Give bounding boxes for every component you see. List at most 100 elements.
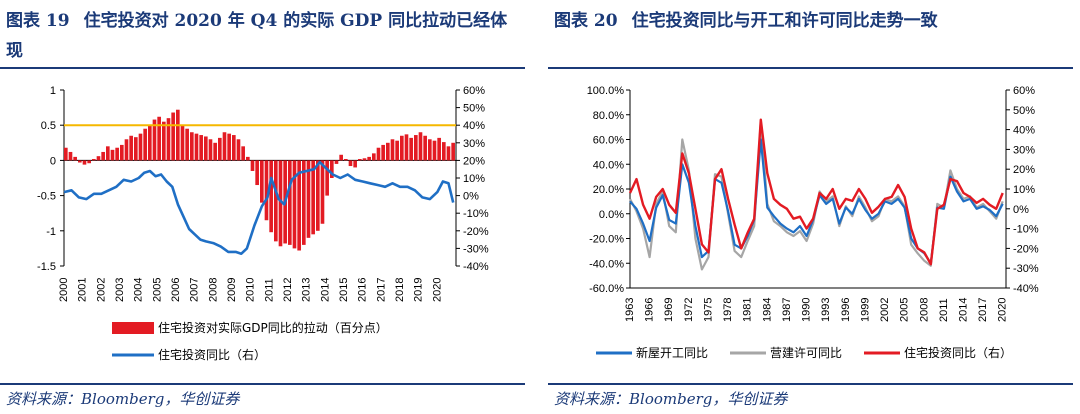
- gdp-contribution-bar: [320, 160, 325, 224]
- left-y-tick-label: 0: [50, 155, 56, 167]
- legend-investment-label: 住宅投资同比（右）: [904, 345, 1012, 360]
- x-tick-label: 2002: [879, 298, 891, 322]
- left-y-tick-label: 40.0%: [593, 159, 624, 171]
- gdp-contribution-bar: [423, 135, 427, 161]
- gdp-contribution-bar: [246, 156, 250, 161]
- residential-investment-yoy-line: [63, 160, 455, 255]
- gdp-contribution-bar: [278, 160, 283, 247]
- right-y-tick-label: -20%: [1013, 243, 1039, 255]
- gdp-contribution-bar: [199, 135, 203, 161]
- left-y-tick-label: 1: [50, 85, 56, 97]
- x-tick-label: 1996: [840, 298, 852, 322]
- gdp-contribution-bar: [87, 160, 91, 164]
- gdp-contribution-bar: [260, 160, 264, 203]
- gdp-contribution-bar: [390, 139, 395, 161]
- right-y-tick-label: 40%: [1013, 125, 1035, 137]
- gdp-contribution-bar: [185, 128, 189, 161]
- x-tick-label: 1972: [683, 298, 695, 322]
- legend-permits-label: 营建许可同比: [770, 346, 842, 360]
- legend-bar-swatch: [112, 322, 154, 334]
- x-tick-label: 1963: [624, 298, 636, 322]
- gdp-contribution-bar: [446, 146, 451, 161]
- right-y-tick-label: 0%: [1013, 204, 1029, 216]
- x-tick-label: 1987: [781, 298, 793, 322]
- gdp-contribution-bar: [232, 135, 236, 161]
- gdp-contribution-bar: [241, 146, 245, 161]
- right-y-tick-label: 50%: [463, 103, 485, 115]
- gdp-contribution-bar: [334, 160, 339, 164]
- residential-investment-gdp-chart: 1 0.5 0 -0.5 -1 -1.5 60% 50% 40% 30% 20% 10% 0% -10% -…: [37, 85, 489, 362]
- x-tick-label: 2009: [226, 278, 238, 302]
- gdp-contribution-bar: [437, 137, 441, 161]
- gdp-contribution-bar: [311, 160, 315, 235]
- left-y-tick-label: -0.5: [37, 191, 56, 203]
- gdp-contribution-bar: [218, 137, 222, 161]
- x-tick-label: 2011: [263, 278, 275, 302]
- gdp-contribution-bar: [306, 160, 311, 238]
- gdp-contribution-bar: [143, 128, 147, 161]
- left-y-tick-label: -60.0%: [589, 283, 624, 295]
- right-y-tick-label: 50%: [1013, 105, 1035, 117]
- gdp-contribution-bar: [92, 158, 96, 161]
- right-figure-title-text: 住宅投资同比与开工和许可同比走势一致: [631, 11, 938, 31]
- x-tick-label: 1966: [644, 298, 656, 322]
- legend-starts-label: 新屋开工同比: [636, 345, 708, 360]
- gdp-contribution-bar: [129, 135, 133, 161]
- gdp-contribution-bar: [64, 147, 68, 161]
- gdp-contribution-bar: [395, 140, 399, 161]
- x-tick-label: 2003: [114, 278, 126, 302]
- left-y-tick-label: 20.0%: [593, 184, 624, 196]
- left-y-tick-label: 0.0%: [599, 209, 624, 221]
- x-tick-label: 2008: [918, 298, 930, 322]
- gdp-contribution-bar: [404, 134, 409, 161]
- left-y-tick-label: 0.5: [41, 120, 56, 132]
- left-y-tick-label: -20.0%: [589, 234, 624, 246]
- gdp-contribution-bar: [344, 158, 348, 161]
- x-tick-label: 1969: [663, 298, 675, 322]
- right-y-tick-label: -30%: [463, 243, 489, 255]
- x-tick-label: 2017: [977, 298, 989, 322]
- gdp-contribution-bar: [115, 147, 119, 161]
- gdp-contribution-bar: [134, 137, 138, 161]
- gdp-contribution-bar: [194, 133, 199, 161]
- right-source-rule: [548, 383, 1073, 385]
- x-tick-label: 2011: [938, 298, 950, 322]
- gdp-contribution-bar: [451, 142, 455, 161]
- gdp-contribution-bar: [101, 151, 105, 161]
- x-tick-label: 2013: [301, 278, 313, 302]
- legend-bar-label: 住宅投资对实际GDP同比的拉动（百分点）: [158, 320, 388, 335]
- x-tick-label: 2019: [413, 278, 425, 302]
- gdp-contribution-bar: [157, 116, 161, 161]
- gdp-contribution-bar: [73, 156, 77, 161]
- x-tick-label: 2000: [58, 278, 70, 302]
- housing-starts-permits-chart: 100.0% 80.0% 60.0% 40.0% 20.0% 0.0% -20.0% -40.…: [587, 85, 1039, 360]
- gdp-contribution-bar: [176, 109, 180, 161]
- x-tick-label: 2016: [357, 278, 369, 302]
- x-tick-label: 2004: [133, 278, 145, 302]
- gdp-contribution-bar: [376, 147, 381, 161]
- right-y-tick-label: 10%: [463, 173, 485, 185]
- gdp-contribution-bar: [269, 160, 273, 233]
- right-y-tick-label: 30%: [463, 138, 485, 150]
- gdp-contribution-bar: [264, 160, 269, 221]
- gdp-contribution-bar: [418, 132, 423, 161]
- x-tick-label: 1999: [859, 298, 871, 322]
- gdp-contribution-bar: [148, 125, 152, 161]
- x-tick-label: 2018: [394, 278, 406, 302]
- left-source-rule: [0, 383, 525, 385]
- right-y-tick-label: 0%: [463, 191, 479, 203]
- gdp-contribution-bar: [288, 160, 292, 245]
- x-tick-label: 2002: [95, 278, 107, 302]
- right-figure: 图表 20 住宅投资同比与开工和许可同比走势一致 100.0% 80.0% 60.0%…: [548, 0, 1078, 414]
- right-y-tick-label: 60%: [463, 85, 485, 97]
- gdp-contribution-bar: [152, 119, 157, 161]
- left-figure-title-text: 住宅投资对 2020 年 Q4 的实际 GDP 同比拉动已经体现: [6, 11, 508, 61]
- x-tick-label: 2005: [151, 278, 163, 302]
- gdp-contribution-bar: [442, 142, 446, 161]
- x-tick-label: 2020: [997, 298, 1009, 322]
- gdp-contribution-bar: [302, 160, 306, 245]
- gdp-contribution-bar: [414, 135, 418, 161]
- gdp-contribution-bar: [166, 118, 171, 161]
- x-tick-label: 1978: [722, 298, 734, 322]
- gdp-contribution-bar: [255, 160, 259, 186]
